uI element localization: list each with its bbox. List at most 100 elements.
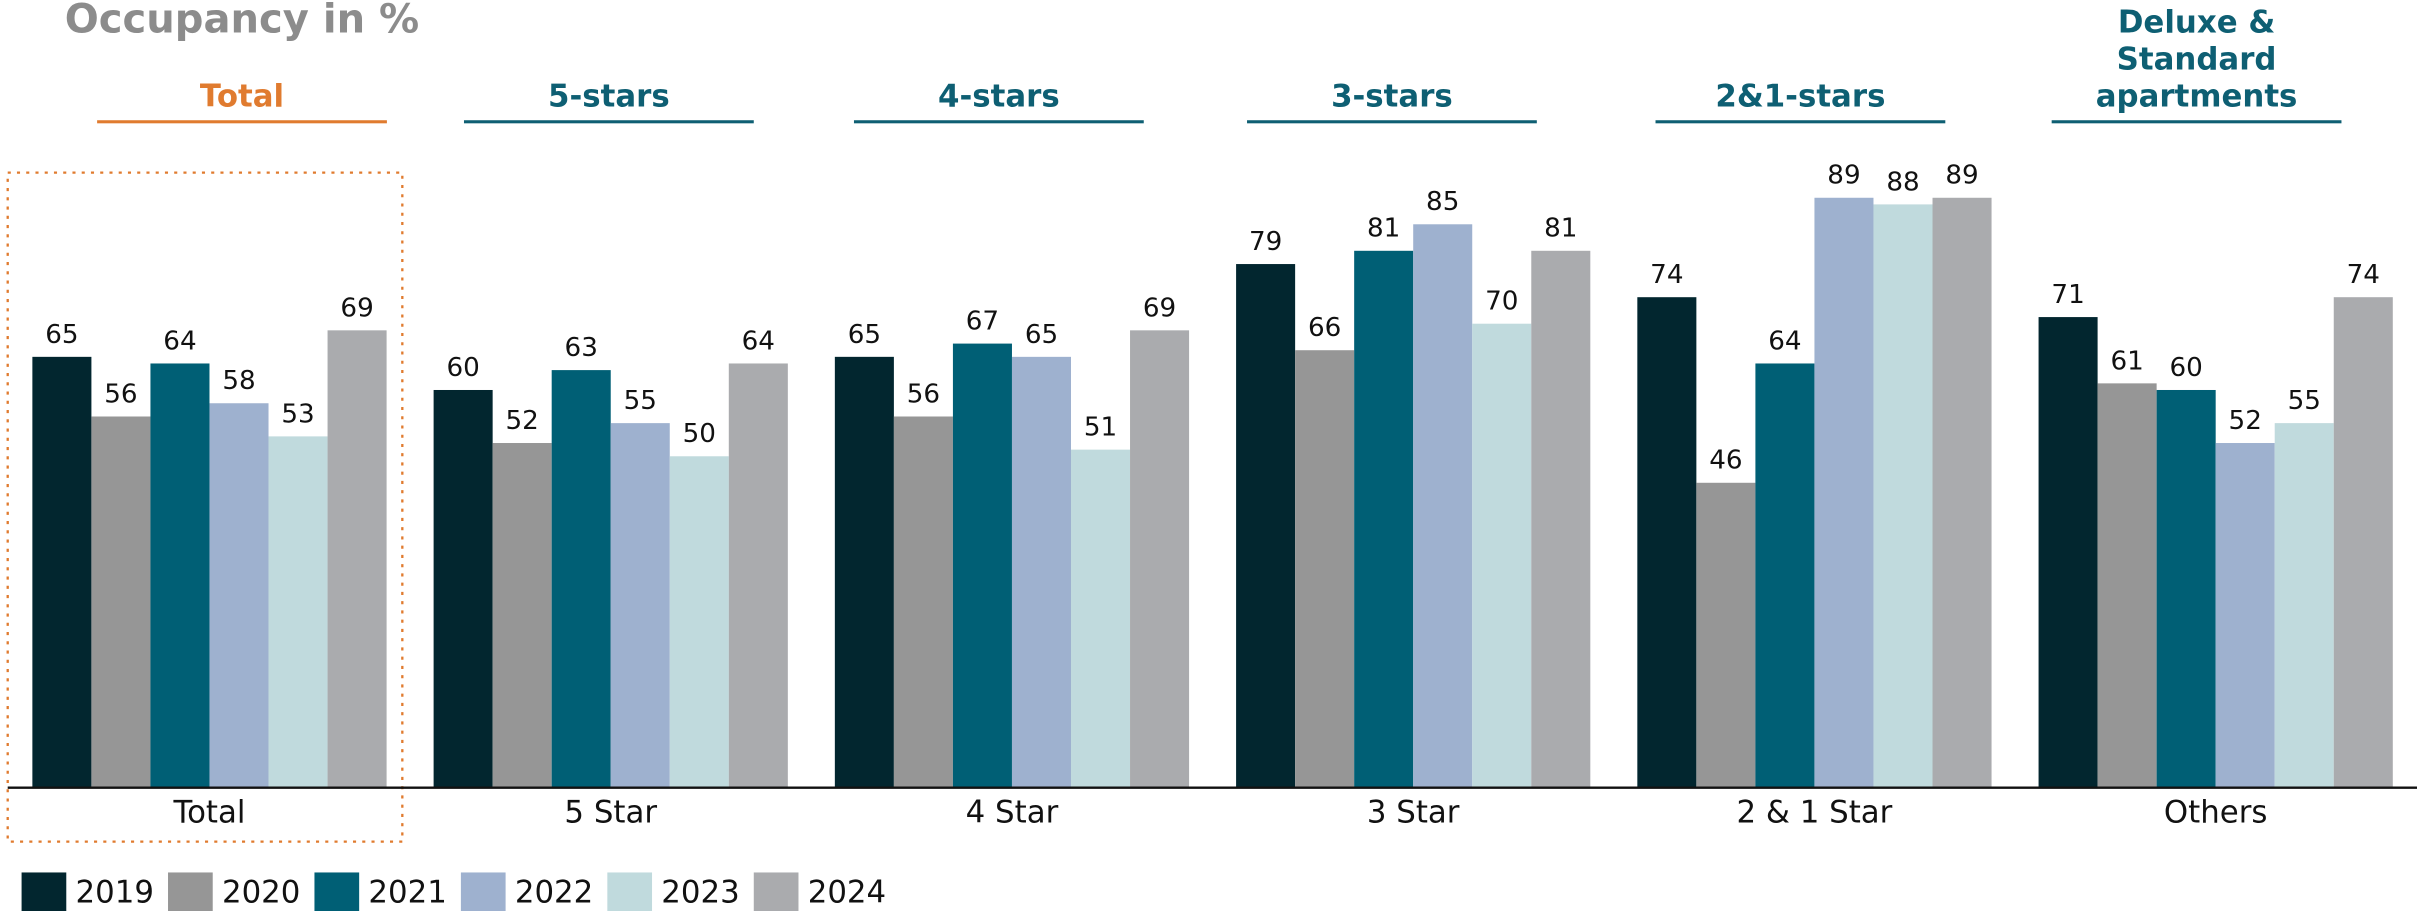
- bar: [1236, 264, 1296, 788]
- data-label: 69: [1143, 293, 1176, 323]
- data-label: 66: [1308, 313, 1341, 343]
- bar: [610, 423, 670, 788]
- bar: [32, 356, 92, 788]
- data-label: 69: [340, 293, 373, 323]
- bar: [669, 456, 729, 788]
- bar: [492, 443, 552, 788]
- bar: [91, 416, 151, 788]
- bar: [2156, 389, 2216, 788]
- x-tick-label: 4 Star: [966, 794, 1059, 830]
- legend-label: 2019: [76, 875, 154, 911]
- data-label: 60: [2169, 353, 2202, 383]
- data-label: 71: [2051, 280, 2084, 310]
- legend-label: 2024: [808, 875, 886, 911]
- bar: [2274, 423, 2334, 788]
- bar: [952, 343, 1012, 788]
- legend-swatch: [460, 872, 506, 911]
- bar: [551, 370, 611, 788]
- data-label: 64: [742, 326, 775, 356]
- legend-label: 2020: [222, 875, 300, 911]
- x-tick-label: 2 & 1 Star: [1737, 794, 1893, 830]
- data-label: 63: [565, 333, 598, 363]
- x-tick-label: Others: [2164, 794, 2268, 830]
- bar: [327, 330, 387, 788]
- data-label: 74: [1650, 260, 1683, 290]
- bar: [728, 363, 788, 788]
- bar: [1873, 204, 1933, 788]
- legend-swatch: [314, 872, 360, 911]
- legend-label: 2021: [368, 875, 446, 911]
- bar: [433, 389, 493, 788]
- data-label: 74: [2347, 260, 2380, 290]
- data-label: 70: [1485, 287, 1518, 317]
- data-label: 79: [1249, 227, 1282, 257]
- data-label: 65: [45, 320, 78, 350]
- bar: [1472, 323, 1532, 788]
- data-label: 50: [683, 419, 716, 449]
- data-label: 65: [848, 320, 881, 350]
- x-tick-label: 3 Star: [1367, 794, 1460, 830]
- data-label: 56: [907, 379, 940, 409]
- bar: [2333, 297, 2393, 788]
- bar: [1130, 330, 1190, 788]
- bar: [2038, 317, 2098, 788]
- bar: [1932, 197, 1992, 788]
- data-label: 51: [1084, 413, 1117, 443]
- data-label: 65: [1025, 320, 1058, 350]
- data-label: 58: [222, 366, 255, 396]
- data-label: 89: [1827, 161, 1860, 191]
- group-header: 5-stars: [463, 77, 754, 124]
- bar: [268, 436, 328, 788]
- bar: [1070, 449, 1131, 788]
- bar: [1814, 197, 1874, 788]
- bar: [1413, 224, 1473, 788]
- bar: [893, 416, 953, 788]
- chart-title: Occupancy in %: [65, 0, 419, 43]
- legend-swatch: [168, 872, 213, 911]
- data-label: 60: [446, 353, 479, 383]
- data-label: 64: [1768, 326, 1801, 356]
- data-label: 55: [2288, 386, 2321, 416]
- legend-label: 2022: [515, 875, 593, 911]
- bar: [1696, 482, 1756, 788]
- group-header: Total: [97, 77, 387, 124]
- group-header: 3-stars: [1247, 77, 1537, 124]
- group-header: Deluxe & Standard apartments: [2051, 3, 2342, 124]
- data-label: 52: [506, 406, 539, 436]
- group-header: 4-stars: [853, 77, 1144, 124]
- highlight-box: [6, 171, 404, 843]
- data-label: 88: [1886, 167, 1919, 197]
- data-label: 56: [104, 379, 137, 409]
- bar: [1295, 350, 1355, 788]
- bar: [2097, 383, 2157, 788]
- data-label: 85: [1426, 187, 1459, 217]
- bar: [1755, 363, 1815, 788]
- bar: [1354, 250, 1414, 788]
- bar: [834, 356, 894, 788]
- legend-swatch: [753, 872, 799, 911]
- group-header: 2&1-stars: [1655, 77, 1946, 124]
- data-label: 55: [624, 386, 657, 416]
- data-label: 81: [1367, 214, 1400, 244]
- data-label: 81: [1544, 214, 1577, 244]
- data-label: 67: [966, 307, 999, 337]
- bar: [1637, 297, 1697, 788]
- data-label: 64: [163, 326, 196, 356]
- data-label: 89: [1945, 161, 1978, 191]
- x-tick-label: Total: [172, 794, 245, 830]
- data-label: 61: [2110, 346, 2143, 376]
- data-label: 52: [2229, 406, 2262, 436]
- legend-swatch: [607, 872, 653, 911]
- data-label: 46: [1709, 446, 1742, 476]
- bar: [1011, 356, 1071, 788]
- legend-label: 2023: [661, 875, 739, 911]
- x-tick-label: 5 Star: [564, 794, 657, 830]
- bar: [150, 363, 210, 788]
- legend-swatch: [21, 872, 67, 911]
- bar: [209, 403, 269, 788]
- bar: [2215, 443, 2275, 788]
- bar: [1531, 250, 1591, 788]
